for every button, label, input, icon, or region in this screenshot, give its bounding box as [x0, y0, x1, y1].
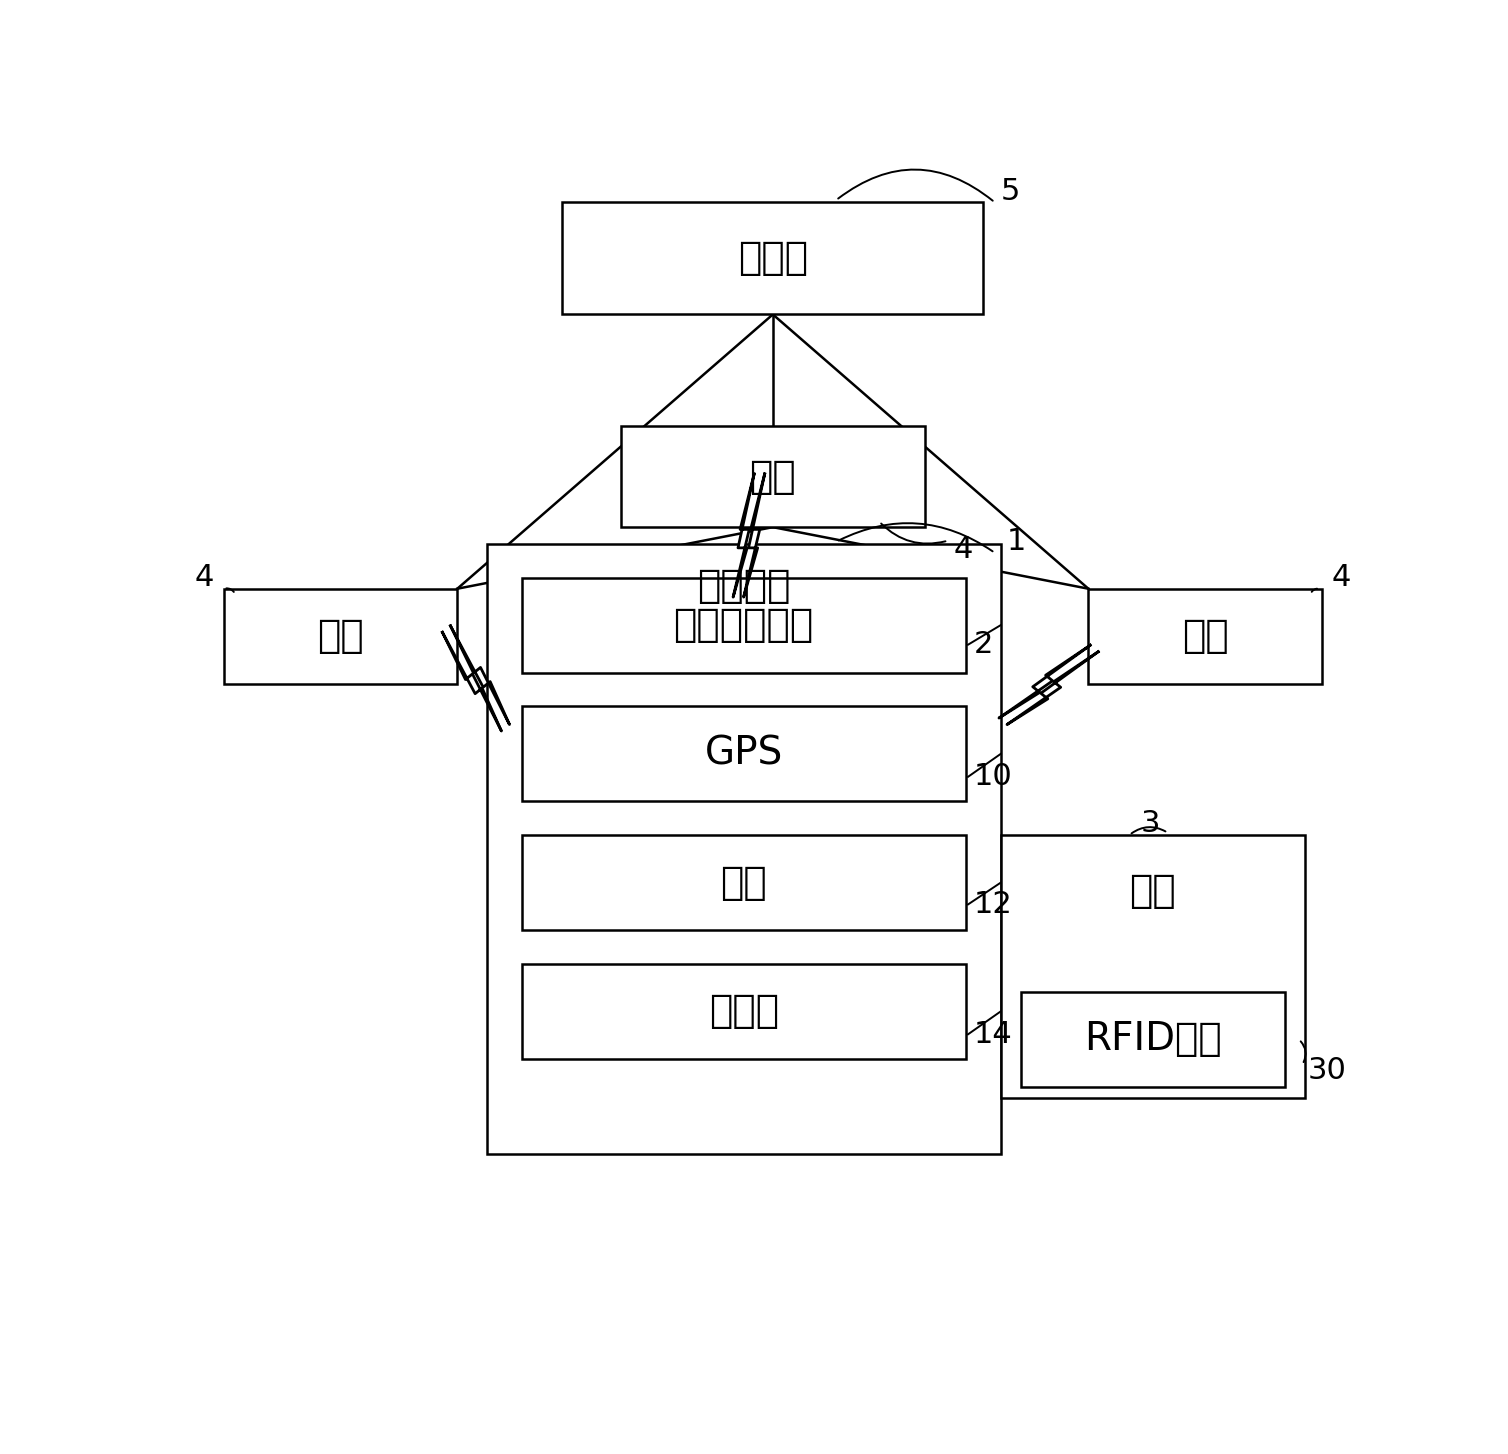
- Text: 10: 10: [974, 762, 1012, 791]
- Text: 内存: 内存: [721, 864, 768, 901]
- Text: 12: 12: [974, 890, 1012, 919]
- Text: 4: 4: [955, 535, 973, 564]
- Bar: [1001, 835, 1304, 1098]
- Bar: [223, 589, 457, 683]
- Bar: [621, 426, 924, 528]
- Text: 2: 2: [974, 630, 994, 659]
- Polygon shape: [998, 646, 1090, 718]
- Bar: [1021, 992, 1285, 1088]
- Bar: [522, 577, 965, 673]
- Text: 基站: 基站: [317, 618, 363, 656]
- Polygon shape: [442, 632, 502, 731]
- Bar: [522, 707, 965, 801]
- Text: 5: 5: [1001, 177, 1019, 206]
- Text: 30: 30: [1307, 1056, 1347, 1085]
- Text: 服务器: 服务器: [737, 240, 808, 278]
- Bar: [487, 544, 1001, 1154]
- Text: 物体: 物体: [1129, 872, 1176, 910]
- Bar: [1089, 589, 1323, 683]
- Text: 基站: 基站: [749, 458, 796, 496]
- Polygon shape: [743, 474, 765, 598]
- Polygon shape: [733, 474, 754, 598]
- Text: 信号接收系统: 信号接收系统: [674, 606, 814, 644]
- Bar: [522, 964, 965, 1059]
- Text: 处理器: 处理器: [709, 993, 778, 1031]
- Text: 通讯装置: 通讯装置: [697, 567, 790, 605]
- Text: 1: 1: [1007, 528, 1025, 557]
- Text: GPS: GPS: [704, 734, 783, 774]
- Text: 3: 3: [1142, 810, 1161, 839]
- Bar: [522, 835, 965, 931]
- Text: RFID标签: RFID标签: [1084, 1021, 1221, 1059]
- Text: 4: 4: [1332, 563, 1351, 592]
- Text: 基站: 基站: [1182, 618, 1229, 656]
- Polygon shape: [451, 625, 510, 724]
- Text: 14: 14: [974, 1019, 1012, 1048]
- Text: 4: 4: [195, 563, 214, 592]
- Polygon shape: [1007, 651, 1098, 724]
- Bar: [562, 202, 983, 314]
